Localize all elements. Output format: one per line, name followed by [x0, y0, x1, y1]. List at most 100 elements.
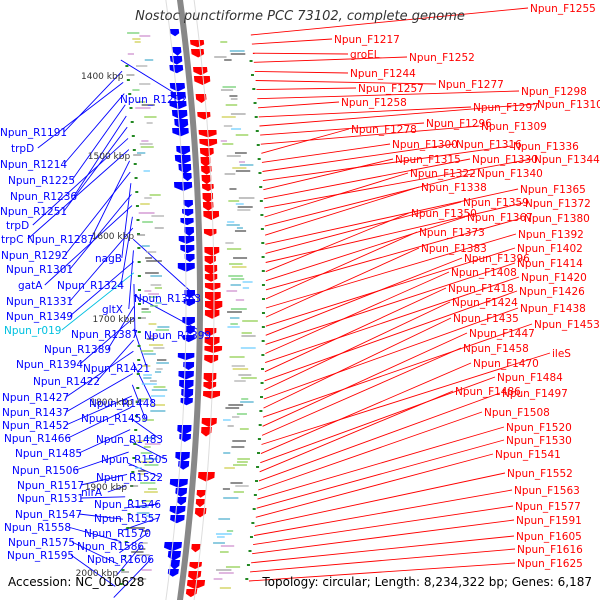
reverse-gene-arrow [177, 425, 192, 435]
gc-dot [130, 121, 134, 123]
gene-label-left: Npun_R1517 [17, 480, 84, 492]
inner-guide-ring [165, 0, 187, 600]
gene-label-right: Npun_F1577 [515, 501, 581, 513]
reverse-gene-arrow [184, 290, 195, 299]
forward-gene-arrow [185, 589, 198, 598]
gene-label-right: Npun_F1257 [358, 83, 424, 95]
gene-label-left: Npun_R1225 [8, 175, 75, 187]
gene-label-left: Npun_R1546 [94, 499, 161, 511]
gene-label-left: Npun_R1331 [6, 296, 73, 308]
reverse-gene-arrow [176, 497, 187, 506]
reverse-gene-arrow [167, 569, 179, 577]
gene-label-left: Npun_R1363 [134, 293, 201, 305]
leader-line [132, 238, 199, 299]
gc-dot [261, 368, 265, 370]
gene-label-right: Npun_F1552 [507, 468, 573, 480]
tick-label: 1900 kbp [85, 483, 128, 493]
gc-dot [249, 536, 253, 538]
reverse-gene-arrow [179, 380, 194, 390]
leader-line [255, 80, 437, 85]
gc-dot [259, 186, 263, 188]
reverse-gene-arrow [182, 209, 194, 217]
forward-gene-arrow [201, 427, 212, 437]
gene-label-left: Npun_R1427 [2, 392, 69, 404]
leader-line [63, 126, 128, 212]
gene-label-left: Npun_R1522 [96, 472, 163, 484]
leader-line [113, 558, 152, 598]
reverse-gene-arrow [178, 371, 194, 380]
leader-line [254, 70, 349, 74]
gc-dot [261, 270, 265, 272]
gc-dot [249, 60, 253, 62]
leader-line [67, 526, 121, 543]
gc-dot [129, 107, 133, 109]
gc-dot [128, 93, 132, 95]
leader-line [261, 143, 391, 163]
gene-label-right: groEL [350, 49, 380, 61]
leader-line [96, 339, 134, 382]
leader-line [265, 257, 463, 336]
leader-line [264, 172, 476, 227]
leader-line [260, 376, 496, 464]
leader-line [259, 390, 454, 473]
leader-line [265, 216, 466, 282]
leader-line [264, 290, 518, 382]
leader-line [259, 103, 536, 127]
leader-line [67, 406, 132, 439]
forward-gene-arrow [195, 94, 207, 103]
leader-line [107, 306, 135, 350]
leader-line [265, 201, 462, 254]
leader-line [250, 7, 529, 36]
forward-gene-arrow [195, 499, 205, 508]
gene-label-left: Npun_R1349 [6, 311, 73, 323]
leader-line [251, 38, 333, 45]
gc-dot [137, 289, 141, 291]
gene-label-right: Npun_F1392 [518, 229, 584, 241]
leader-line [253, 489, 513, 536]
leader-line [262, 143, 455, 172]
reverse-gene-arrow [170, 92, 186, 101]
gc-dot [137, 359, 141, 361]
gene-label-left: trpD [11, 143, 34, 155]
tick-label: 1500 kbp [88, 152, 131, 162]
gene-label-right: Npun_F1316 [456, 139, 522, 151]
gene-label-right: Npun_F1322 [410, 168, 476, 180]
gene-label-right: Npun_F1278 [351, 124, 417, 136]
gene-label-right: Npun_F1625 [517, 558, 583, 570]
gene-label-left: Npun_R1448 [89, 398, 156, 410]
reverse-gene-arrow [175, 452, 190, 462]
leader-line [79, 317, 135, 365]
gene-label-left: Npun_R1506 [12, 465, 79, 477]
gene-label-left: Npun_R1505 [101, 454, 168, 466]
reverse-gene-arrow [164, 542, 182, 552]
forward-gene-arrow [196, 490, 206, 498]
gc-dot [136, 233, 140, 235]
leader-line [264, 287, 447, 373]
forward-gene-arrow [190, 40, 205, 48]
gc-dot [126, 79, 130, 81]
gc-dot [133, 163, 137, 165]
leader-line [260, 362, 472, 455]
leader-line [124, 503, 159, 509]
gene-label-left: Npun_R1586 [77, 541, 144, 553]
gene-label-right: ileS [552, 348, 571, 360]
gene-label-right: Npun_F1252 [409, 52, 475, 64]
forward-gene-arrow [203, 382, 217, 390]
leader-line [253, 505, 514, 546]
leader-line [257, 90, 520, 100]
gene-label-right: Npun_F1309 [481, 121, 547, 133]
reverse-gene-arrow [170, 560, 180, 570]
tick-label: 2000 kbp [76, 569, 119, 579]
leader-line [257, 426, 505, 500]
map-title: Nostoc punctiforme PCC 73102, complete g… [135, 9, 465, 24]
leader-line [64, 171, 131, 256]
leader-line [80, 473, 128, 486]
leader-line [107, 485, 127, 493]
gene-label-right: Npun_F1277 [438, 79, 504, 91]
gene-label-left: Npun_R1531 [17, 493, 84, 505]
gene-label-right: Npun_F1470 [473, 358, 539, 370]
gene-label-left: Npun_R1547 [15, 509, 82, 521]
gene-label-right: Npun_F1508 [484, 407, 550, 419]
leader-line [265, 212, 410, 273]
